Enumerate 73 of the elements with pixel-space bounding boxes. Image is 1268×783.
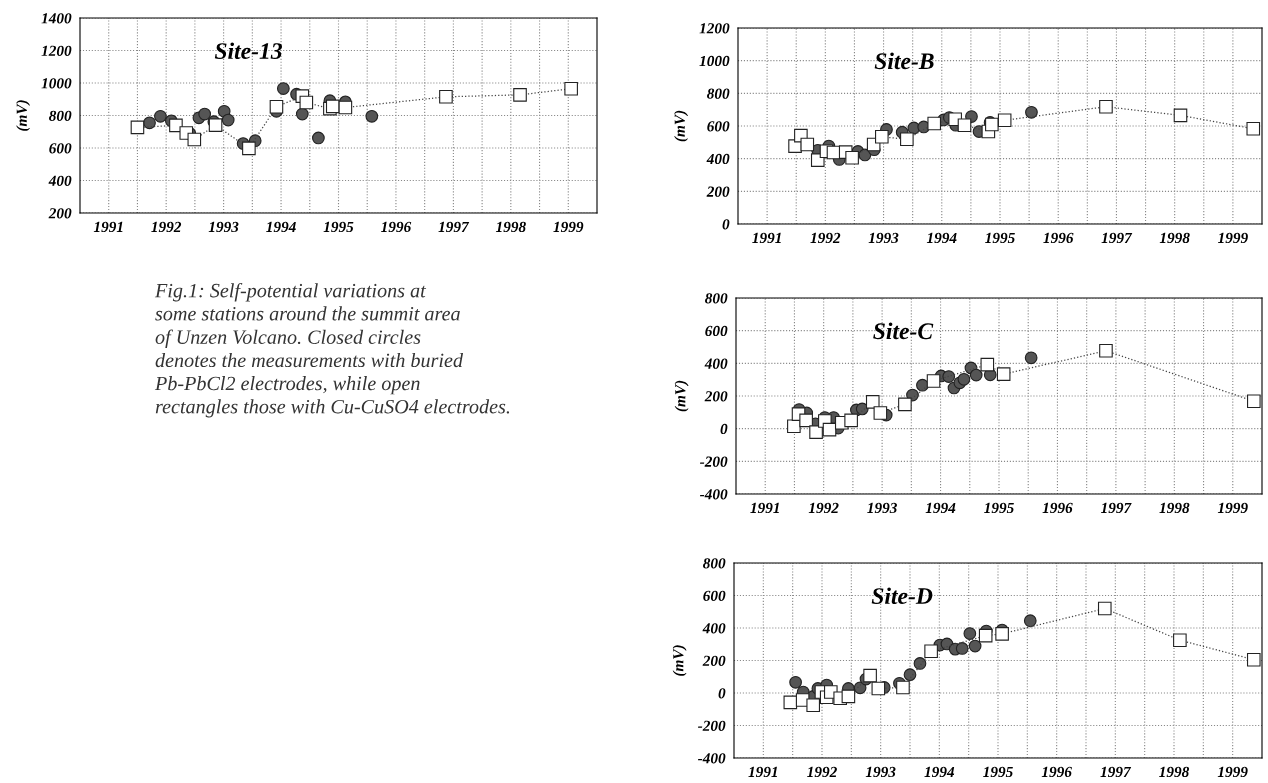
- x-tick-label: 1991: [93, 221, 123, 233]
- text: Site-13: [214, 42, 282, 60]
- y-tick-label: 400: [702, 623, 726, 634]
- y-tick-label: 600: [49, 143, 72, 154]
- y-tick-label: 200: [702, 655, 726, 666]
- x-tick-label: 1995: [984, 502, 1014, 514]
- x-tick-label: 1992: [807, 766, 837, 778]
- y-tick-label: 1400: [41, 13, 72, 24]
- y-tick-label: 800: [705, 293, 728, 304]
- x-tick-label: 1991: [750, 502, 779, 514]
- x-tick-label: 1994: [926, 232, 957, 244]
- y-axis-title: (mV): [674, 110, 688, 142]
- x-tick-label: 1996: [1041, 766, 1072, 778]
- x-tick-label: 1994: [924, 766, 955, 778]
- x-tick-label: 1996: [1043, 232, 1074, 244]
- y-tick-label: 400: [704, 358, 728, 369]
- text: Site-B: [874, 52, 934, 70]
- x-tick-label: 1995: [983, 766, 1013, 778]
- x-tick-label: 1994: [266, 221, 296, 233]
- x-tick-label: 1992: [808, 502, 839, 514]
- y-tick-label: 0: [722, 219, 730, 230]
- x-tick-label: 1997: [438, 221, 470, 233]
- text: Site-C: [873, 322, 934, 340]
- x-tick-label: 1991: [748, 766, 778, 778]
- x-tick-label: 1999: [553, 221, 584, 233]
- y-axis-title: (mV): [674, 380, 689, 412]
- y-tick-label: 1000: [699, 55, 730, 67]
- x-tick-label: 1995: [323, 221, 354, 233]
- x-tick-label: 1997: [1100, 502, 1132, 514]
- x-tick-label: 1991: [752, 232, 781, 244]
- x-tick-label: 1996: [381, 221, 412, 233]
- x-tick-label: 1998: [1159, 232, 1190, 244]
- y-tick-label: -400: [697, 753, 726, 764]
- y-tick-label: -400: [699, 489, 728, 500]
- text: Site-D: [871, 587, 933, 605]
- y-tick-label: 0: [720, 423, 728, 435]
- y-tick-label: 600: [705, 325, 728, 337]
- x-tick-label: 1993: [208, 221, 239, 233]
- x-tick-label: 1999: [1217, 232, 1248, 244]
- x-tick-label: 1993: [868, 232, 899, 244]
- y-tick-label: -200: [697, 720, 726, 731]
- y-tick-label: 600: [703, 590, 726, 601]
- x-tick-label: 1992: [810, 232, 841, 244]
- y-axis-title: (mV): [672, 645, 687, 676]
- caption: Fig.1: Self-potential variations at some stations around the summit area of Unzen Volcano. Closed circles denotes the measurements with buried Pb-PbCl2 electrodes, while open rectangles those with Cu-CuSO4 electrodes.: [154, 283, 510, 418]
- x-tick-label: 1999: [1217, 502, 1248, 514]
- x-tick-label: 1993: [867, 502, 897, 514]
- x-tick-label: 1996: [1042, 502, 1073, 514]
- y-tick-label: 1200: [699, 23, 730, 34]
- x-tick-label: 1993: [865, 766, 896, 778]
- x-tick-label: 1997: [1100, 766, 1132, 778]
- y-axis-title: (mV): [16, 100, 30, 131]
- y-tick-label: 400: [48, 175, 72, 186]
- x-tick-label: 1999: [1217, 766, 1248, 778]
- x-tick-label: 1994: [925, 502, 956, 514]
- y-tick-label: 800: [703, 558, 726, 569]
- x-tick-label: 1998: [1159, 502, 1190, 514]
- y-tick-label: 600: [707, 121, 730, 132]
- y-tick-label: 400: [706, 153, 730, 165]
- y-tick-label: 800: [49, 110, 72, 121]
- y-tick-label: 800: [707, 88, 730, 99]
- x-tick-label: 1997: [1101, 232, 1133, 244]
- y-tick-label: 200: [704, 391, 728, 402]
- y-tick-label: 1000: [41, 78, 72, 89]
- x-tick-label: 1998: [495, 221, 526, 233]
- x-tick-label: 1995: [985, 232, 1015, 244]
- y-tick-label: 1200: [41, 45, 72, 56]
- x-tick-label: 1992: [151, 221, 182, 233]
- y-tick-label: -200: [699, 456, 728, 467]
- y-tick-label: 200: [48, 208, 72, 219]
- y-tick-label: 200: [706, 186, 730, 197]
- y-tick-label: 0: [718, 688, 726, 699]
- x-tick-label: 1998: [1159, 766, 1190, 778]
